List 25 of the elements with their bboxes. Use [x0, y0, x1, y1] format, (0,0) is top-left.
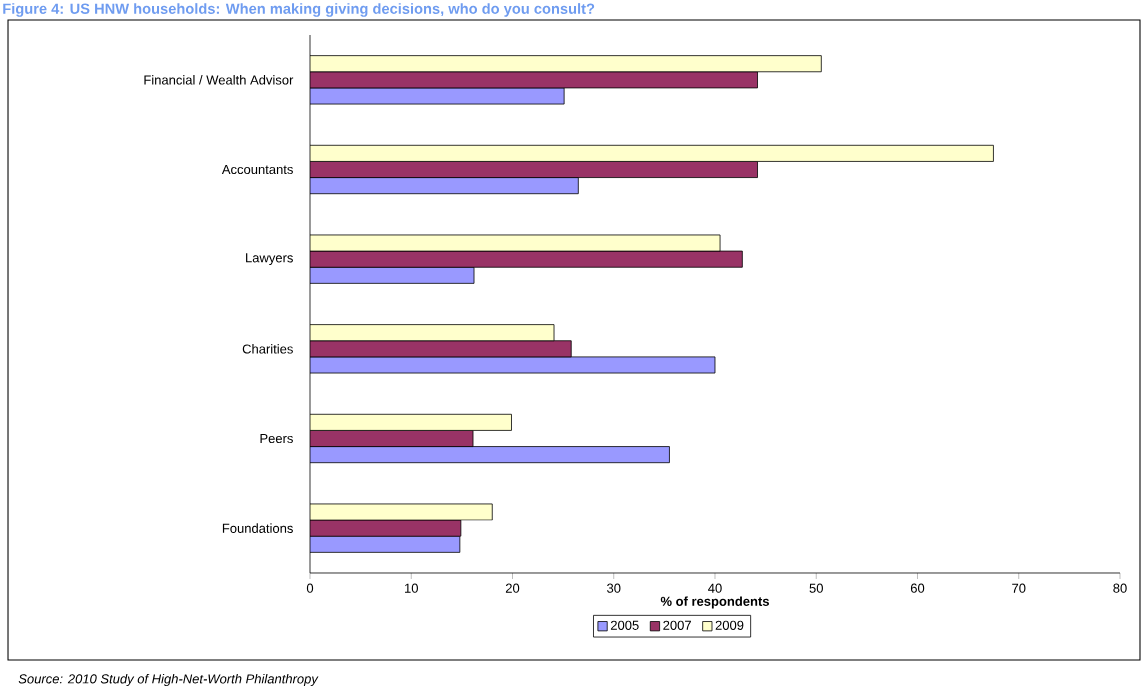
source-note: Source: 2010 Study of High-Net-Worth Philanthropy [18, 673, 319, 687]
x-tick-label: 20 [505, 583, 520, 593]
y-tick-label: Peers [260, 433, 293, 444]
x-tick-label: 70 [1012, 583, 1026, 593]
y-tick-label: Foundations [222, 523, 293, 533]
legend-label: 2007 [663, 620, 691, 630]
y-tick-label: Accountants [221, 164, 293, 175]
y-tick-label: Charities [242, 344, 293, 354]
x-tick-label: 80 [1113, 583, 1127, 593]
x-tick-label: 10 [405, 583, 418, 593]
legend-label: 2005 [610, 620, 639, 630]
bar [310, 177, 579, 195]
x-tick-label: 50 [809, 583, 823, 593]
y-tick-label: Financial / Wealth Advisor [144, 75, 294, 85]
bar [310, 266, 475, 284]
bar [310, 535, 461, 553]
bar [310, 446, 670, 464]
x-axis-title: % of respondents [660, 596, 769, 609]
x-tick-label: 0 [306, 583, 314, 593]
legend-label: 2009 [715, 620, 744, 630]
y-tick-label: Lawyers [246, 253, 293, 265]
chart-title: Figure 4: US HNW households: When making giving decisions, who do you consult? [3, 3, 595, 17]
x-tick-label: 30 [607, 583, 621, 593]
x-tick-label: 60 [910, 583, 925, 593]
x-tick-label: 40 [708, 583, 722, 593]
